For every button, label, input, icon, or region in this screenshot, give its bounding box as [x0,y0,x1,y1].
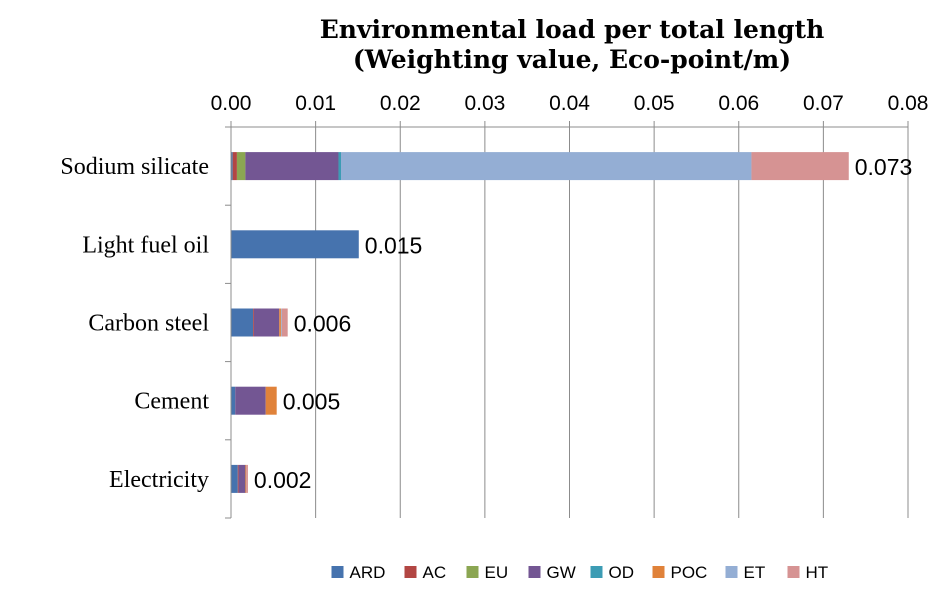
x-tick-label: 0.07 [803,92,844,115]
legend-swatch-et [725,566,738,578]
bar-sodium-silicate-ard [231,152,233,181]
axes [225,126,908,519]
legend-swatch-ht [787,566,800,578]
category-label: Light fuel oil [82,232,209,258]
legend-label: OD [609,563,635,582]
legend: ARD AC EU GW OD POC ET HT [331,563,829,582]
bar-carbon-steel-gw [253,308,280,337]
category-label: Sodium silicate [60,154,209,180]
legend-label: AC [423,563,447,582]
bar-carbon-steel-et [280,308,282,337]
bar-sodium-silicate-ht [751,152,849,181]
legend-label: ET [744,563,766,582]
bar-sodium-silicate-ac [232,152,237,181]
bar-sodium-silicate-od [338,152,342,181]
category-label: Electricity [109,467,209,493]
x-tick-label: 0.05 [634,92,675,115]
x-tick-label: 0.02 [380,92,421,115]
legend-label: HT [806,563,829,582]
total-label: 0.002 [254,467,312,493]
legend-swatch-poc [652,566,665,578]
x-tick-label: 0.06 [718,92,759,115]
x-tick-label: 0.08 [888,92,929,115]
legend-label: GW [547,563,576,582]
legend-swatch-ac [404,566,417,578]
bar-cement-ard [231,386,236,415]
bar-cement-poc [265,386,277,415]
category-label: Cement [134,389,209,415]
bar-electricity-poc [245,464,247,493]
bar-cement-gw [235,386,266,415]
x-tick-label: 0.00 [211,92,252,115]
bar-carbon-steel-poc [279,308,281,337]
x-tick-label: 0.03 [464,92,505,115]
x-tick-label: 0.01 [295,92,336,115]
grid-lines [315,127,909,518]
bar-carbon-steel-ard [231,308,254,337]
chart-subtitle: (Weighting value, Eco-point/m) [353,45,791,74]
legend-label: ARD [350,563,386,582]
bar-electricity-ac [237,464,239,493]
total-label: 0.015 [365,232,423,258]
bars [231,152,849,493]
category-label: Carbon steel [88,311,209,337]
bar-light-fuel-oil-ard [231,230,359,259]
total-labels: 0.073 0.015 0.006 0.005 0.002 [254,154,912,493]
total-label: 0.073 [855,154,913,180]
bar-sodium-silicate-et [341,152,752,181]
bar-carbon-steel-ac [253,308,254,337]
x-axis-ticks: 0.00 0.01 0.02 0.03 0.04 0.05 0.06 0.07 0.08 [211,92,929,127]
legend-swatch-od [590,566,603,578]
bar-electricity-ht [246,464,248,493]
total-label: 0.005 [283,389,341,415]
x-tick-label: 0.04 [549,92,590,115]
legend-swatch-eu [466,566,479,578]
bar-sodium-silicate-eu [236,152,246,181]
legend-label: EU [485,563,509,582]
category-labels: Sodium silicate Light fuel oil Carbon stee… [60,154,209,493]
bar-electricity-ard [231,464,238,493]
legend-swatch-gw [528,566,541,578]
total-label: 0.006 [294,311,352,337]
legend-label: POC [671,563,708,582]
bar-sodium-silicate-gw [245,152,339,181]
bar-carbon-steel-ht [281,308,288,337]
chart-title: Environmental load per total length [320,15,825,44]
legend-swatch-ard [331,566,344,578]
bar-electricity-gw [238,464,246,493]
